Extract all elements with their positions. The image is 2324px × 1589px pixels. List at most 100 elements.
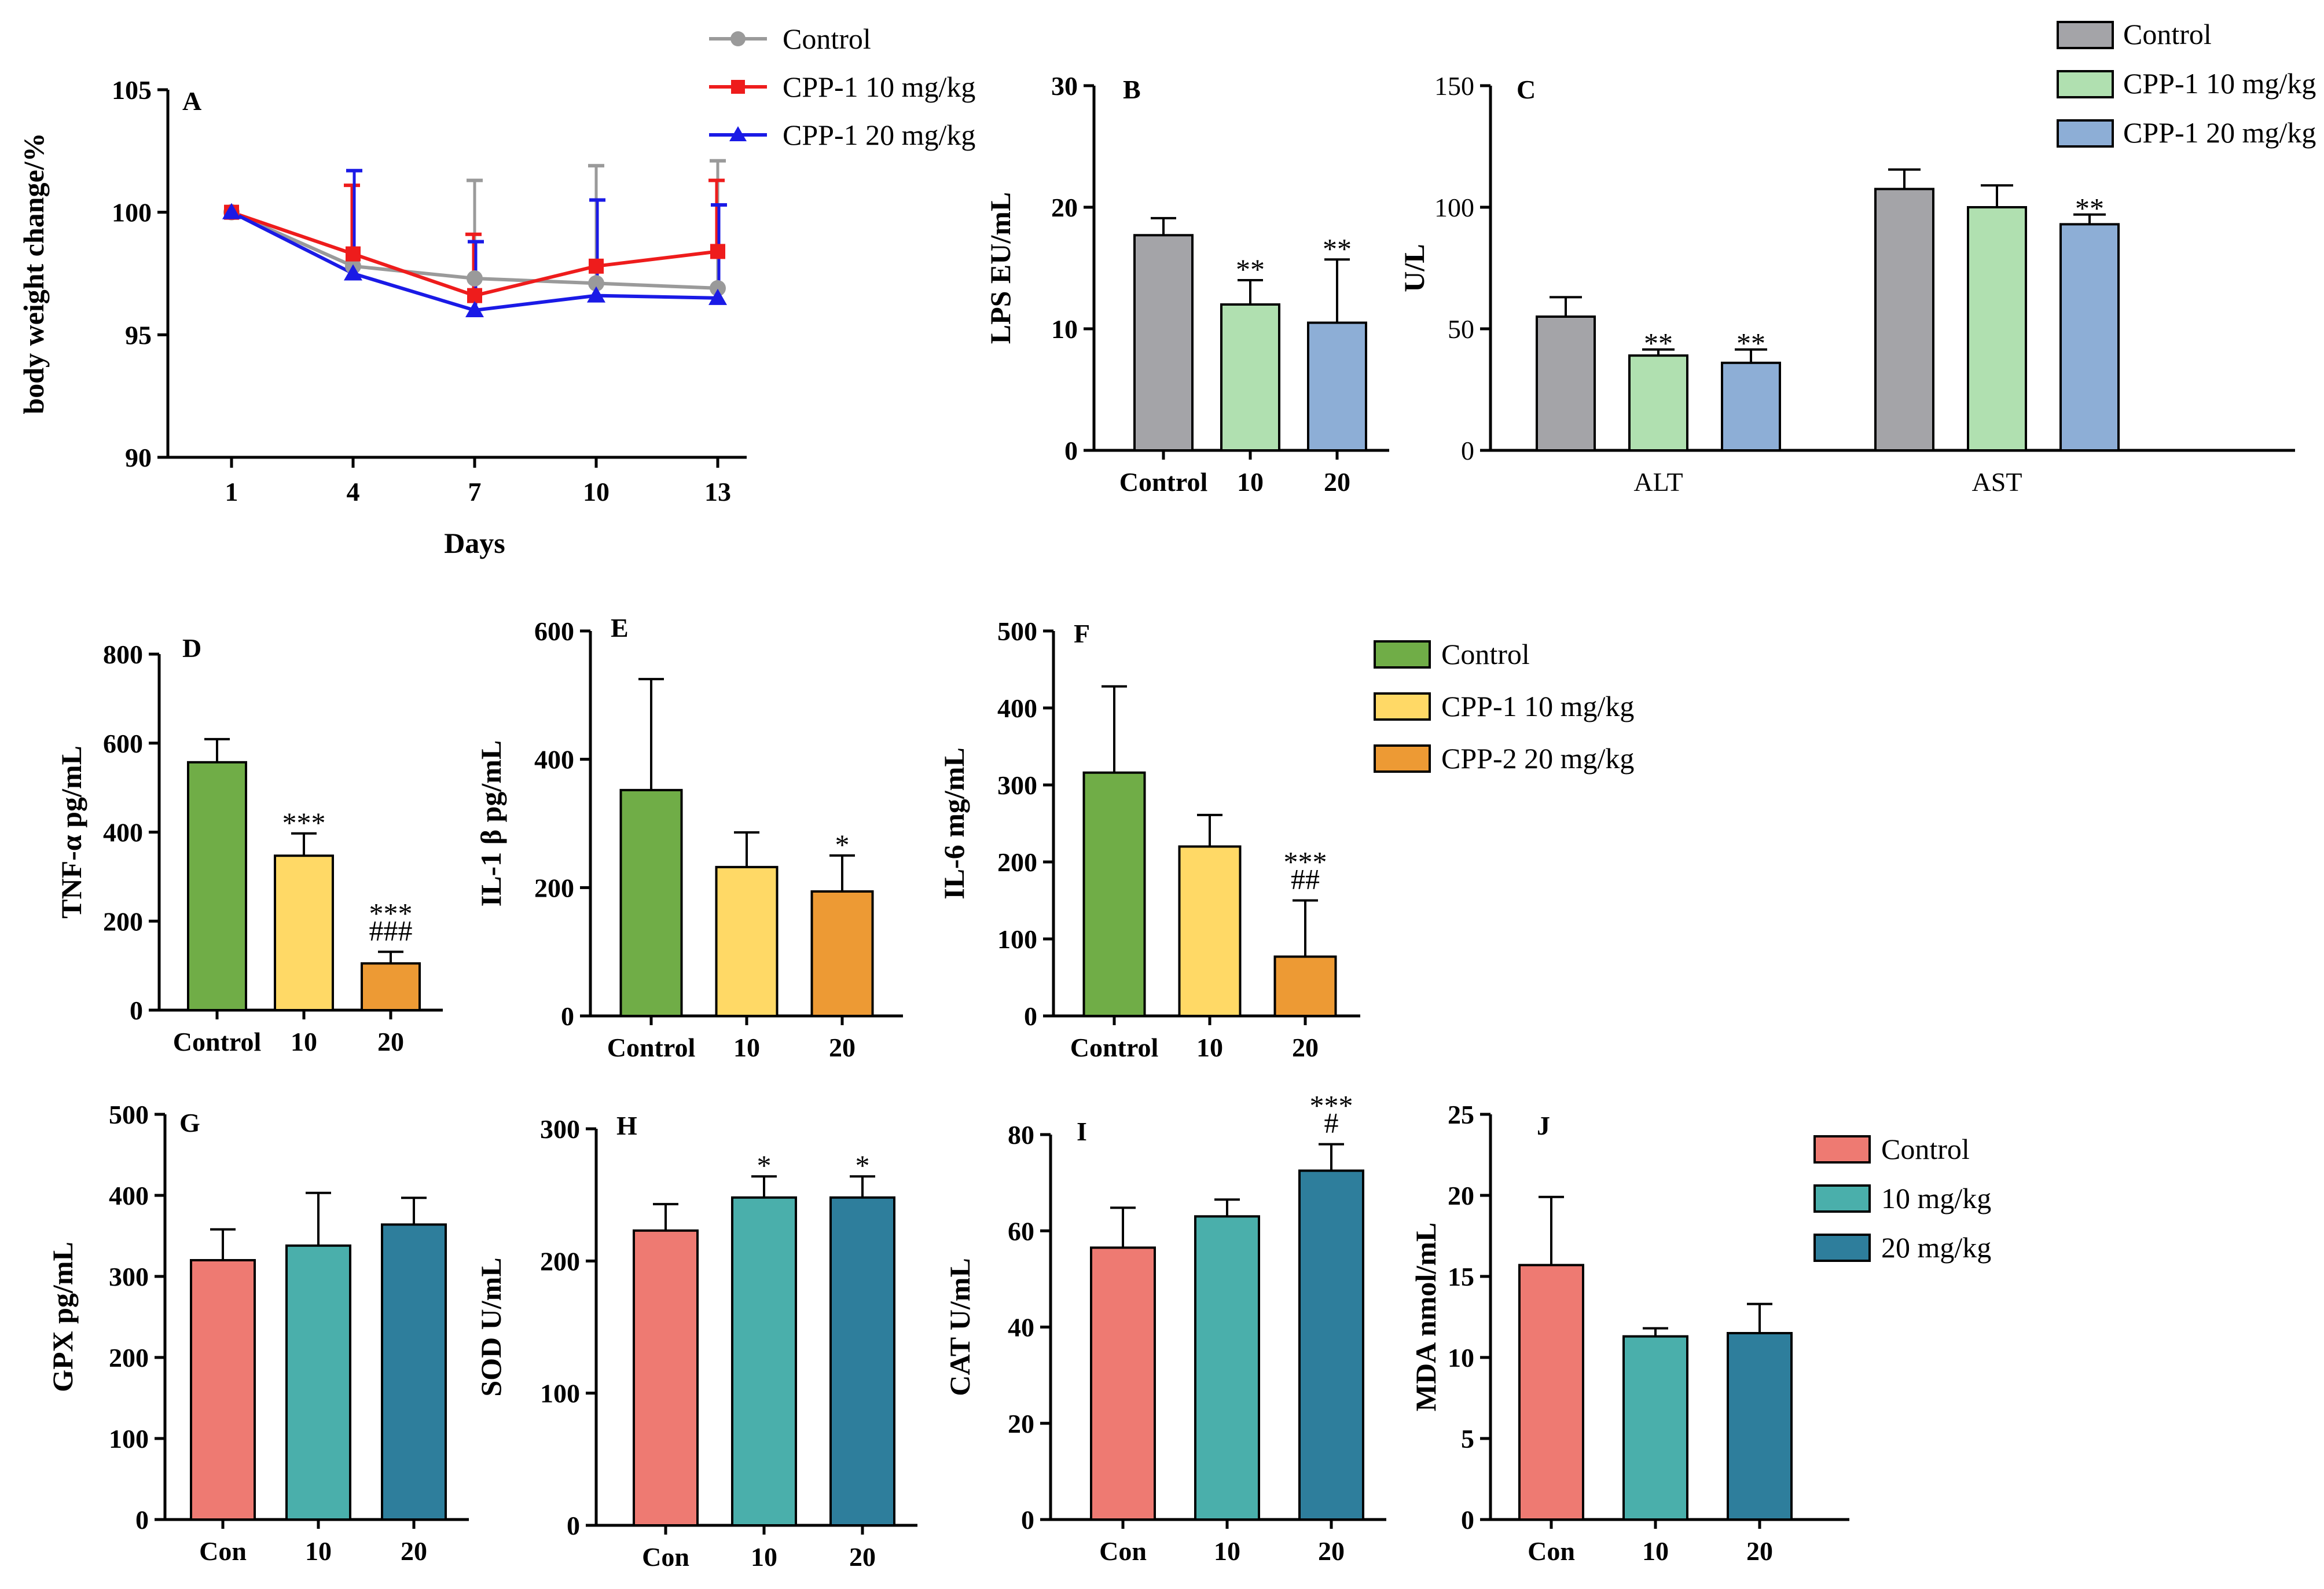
y-tick-label: 600 [103,729,143,758]
legend-label: Control [1881,1133,1970,1165]
significance-label: ** [2075,192,2104,225]
x-tick-label: 1 [225,477,238,507]
y-tick-label: 0 [135,1505,149,1535]
significance-label: ## [1291,863,1320,896]
y-tick-label: 0 [1021,1505,1034,1535]
chart-panel-C: 0 50 100 150 C U/L ** ** ALT ** AST Control CPP-1 10… [1398,18,2316,497]
legend-swatch [1813,1135,1871,1164]
x-tick-label: 10 [291,1027,317,1056]
y-tick-label: 5 [1461,1424,1474,1454]
bar [633,1229,699,1526]
legend-label: CPP-1 10 mg/kg [1441,690,1634,722]
y-tick-label: 400 [997,693,1037,723]
legend-cytokines: Control CPP-1 10 mg/kg CPP-2 20 mg/kg [1374,638,1634,775]
x-tick-label: 20 [1318,1536,1345,1566]
bar [285,1244,351,1521]
significance-label: *** [1284,846,1327,878]
y-axis-label: LPS EU/mL [984,192,1016,344]
significance-label: *** [369,897,413,929]
y-tick-label: 0 [561,1001,574,1031]
x-tick-label: 10 [751,1542,777,1572]
chart-panel-B: 0 10 20 30 B LPS EU/mL Control 10 ** 20 ** [984,71,1389,497]
legend-swatch [1374,640,1431,669]
x-tick-label: Control [607,1033,696,1062]
x-axis-label: Days [444,527,505,559]
significance-label: * [856,1149,870,1181]
x-tick-label: Con [1099,1536,1147,1566]
data-point [346,246,361,262]
y-axis-label: TNF-α pg/mL [55,746,87,919]
significance-label: ** [1644,327,1673,359]
legend-swatch [2057,119,2114,148]
bar [829,1196,895,1527]
x-tick-label: 20 [377,1027,404,1056]
bar [1967,206,2027,452]
x-tick-label: 20 [1292,1033,1319,1062]
y-tick-label: 500 [997,616,1037,646]
y-tick-label: 100 [109,1424,149,1454]
panel-label: G [179,1108,200,1137]
significance-label: *** [1310,1089,1353,1122]
legend-marker [730,31,746,46]
data-point [465,301,484,317]
y-tick-label: 15 [1448,1262,1474,1291]
bar [274,854,334,1012]
x-tick-label: 10 [305,1536,332,1566]
bar [810,890,874,1017]
y-tick-label: 50 [1448,314,1474,344]
y-tick-label: 400 [103,818,143,847]
y-tick-label: 400 [534,745,574,775]
bar [1628,354,1688,452]
legend-swatch [1813,1234,1871,1262]
legend-swatch [1374,692,1431,721]
chart-panel-F: 0 100 200 300 400 500 F IL-6 mg/mL Control 10 20 **… [938,616,1360,1062]
data-point [467,288,482,303]
bar [187,761,247,1012]
chart-panel-D: 0 200 400 600 800 D TNF-α pg/mL Control 10 *** 20 *… [55,633,443,1056]
bar [1298,1169,1364,1521]
legend-label: 10 mg/kg [1881,1182,1991,1214]
bar [731,1196,797,1527]
data-point [589,258,604,274]
y-tick-label: 400 [109,1181,149,1210]
y-axis-label: GPX pg/mL [46,1242,79,1392]
y-tick-label: 10 [1051,314,1078,344]
y-tick-label: 95 [125,320,152,350]
bar [381,1223,447,1521]
bar [619,788,683,1018]
significance-label: ** [1236,253,1265,285]
significance-label: ** [1736,327,1765,359]
y-tick-label: 200 [540,1246,580,1276]
bar [1133,234,1194,452]
y-tick-label: 100 [1434,193,1474,222]
y-tick-label: 20 [1051,193,1078,222]
y-tick-label: 600 [534,616,574,646]
y-tick-label: 300 [540,1114,580,1144]
legend-swatch [2057,21,2114,49]
bar [1536,315,1596,452]
legend-label: Control [2123,18,2212,50]
significance-label: ** [1323,232,1352,265]
legend-label: 20 mg/kg [1881,1231,1991,1264]
y-tick-label: 800 [103,640,143,669]
data-point [587,286,605,303]
x-tick-label: Control [1119,467,1208,497]
y-tick-label: 200 [997,847,1037,877]
x-tick-label: 10 [733,1033,760,1062]
y-tick-label: 105 [112,75,152,105]
y-tick-label: 10 [1448,1343,1474,1373]
bar [1727,1332,1793,1521]
panel-label: I [1077,1117,1087,1146]
x-tick-label: 20 [829,1033,856,1062]
y-tick-label: 100 [112,198,152,227]
bar [190,1259,256,1521]
panel-label: F [1074,619,1090,648]
x-category-label: ALT [1633,467,1683,497]
legend-oxidative: Control 10 mg/kg 20 mg/kg [1813,1133,1991,1264]
legend-marker [731,80,745,94]
y-axis-label: CAT U/mL [943,1258,976,1396]
y-tick-label: 90 [125,443,152,472]
y-tick-label: 300 [997,770,1037,800]
x-tick-label: Control [173,1027,262,1056]
panel-label: E [611,613,629,643]
